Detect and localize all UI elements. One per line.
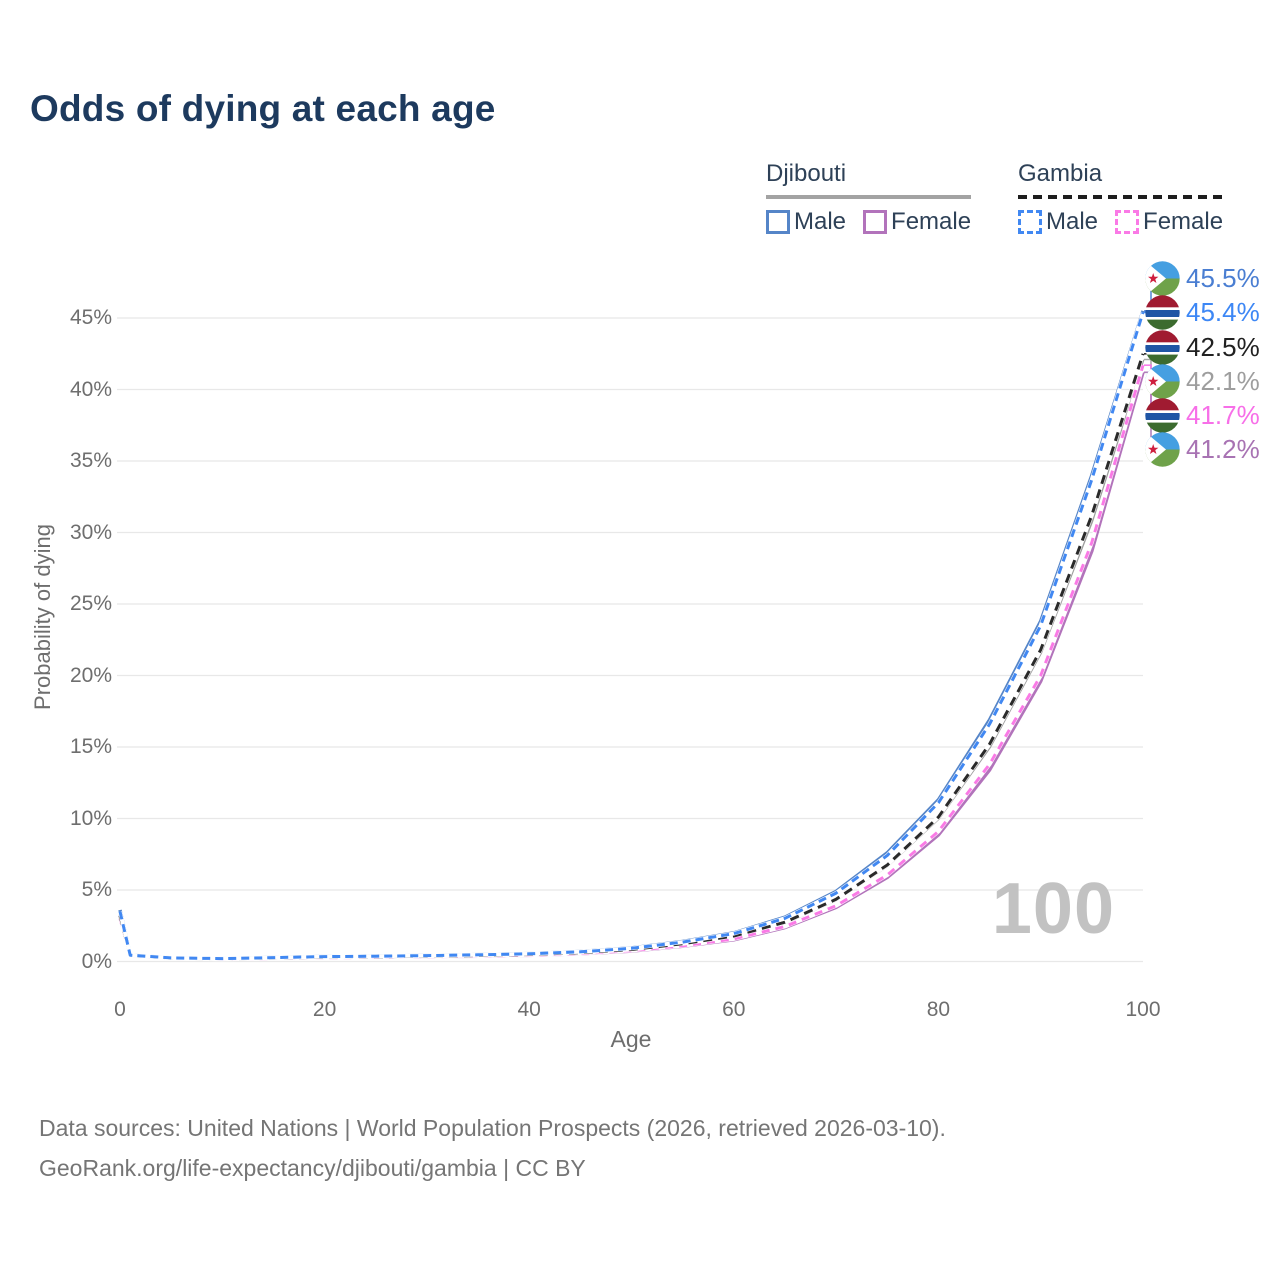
x-tick-label: 60 xyxy=(722,998,746,1021)
legend-gambia-line-sample xyxy=(1018,195,1224,199)
age-counter-watermark: 100 xyxy=(991,869,1115,949)
footer: Data sources: United Nations | World Pop… xyxy=(39,1108,946,1188)
series-underlay-gambia-male xyxy=(118,311,1145,961)
end-value-gambia-total: 42.5% xyxy=(1186,331,1260,362)
y-tick-label: 35% xyxy=(69,449,112,472)
series-line-djibouti-male[interactable] xyxy=(118,310,1145,961)
gambia-flag-icon xyxy=(1145,329,1180,365)
end-label-gambia-total[interactable]: 42.5% xyxy=(1145,329,1260,365)
legend-swatch-djibouti-male[interactable] xyxy=(766,210,790,234)
end-label-djibouti-total[interactable]: 42.1% xyxy=(1145,363,1260,399)
legend-djibouti-line-sample xyxy=(766,195,972,199)
djibouti-flag-icon xyxy=(1145,431,1180,467)
end-value-djibouti-total: 42.1% xyxy=(1186,365,1260,396)
gambia-flag-icon xyxy=(1145,294,1180,330)
legend-swatch-gambia-male[interactable] xyxy=(1018,210,1042,234)
x-tick-label: 100 xyxy=(1125,998,1161,1021)
legend-group-djibouti: Djibouti Male Female xyxy=(766,160,972,236)
y-tick-label: 15% xyxy=(69,735,112,758)
legend-swatch-gambia-female[interactable] xyxy=(1115,210,1140,234)
x-tick-label: 20 xyxy=(312,998,337,1021)
djibouti-flag-icon xyxy=(1145,363,1180,399)
end-value-djibouti-male: 45.5% xyxy=(1186,262,1260,293)
y-tick-label: 25% xyxy=(69,592,112,615)
legend-group-gambia: Gambia Male Female xyxy=(1018,160,1224,236)
y-tick-label: 20% xyxy=(69,663,112,687)
series-line-gambia-male[interactable] xyxy=(118,311,1145,961)
x-tick-label: 40 xyxy=(517,998,541,1021)
y-tick-label: 5% xyxy=(81,878,112,901)
legend-swatch-djibouti-female[interactable] xyxy=(863,210,888,234)
end-value-gambia-male: 45.4% xyxy=(1186,296,1260,327)
legend-label-djibouti-female[interactable]: Female xyxy=(891,208,972,235)
gambia-flag-icon xyxy=(1145,397,1180,433)
end-value-gambia-female: 41.7% xyxy=(1186,399,1260,430)
y-tick-label: 40% xyxy=(69,377,112,401)
x-tick-label: 80 xyxy=(926,998,951,1021)
chart-title: Odds of dying at each age xyxy=(30,88,496,129)
legend-gambia-title[interactable]: Gambia xyxy=(1018,160,1103,187)
y-tick-label: 30% xyxy=(69,520,112,544)
x-tick-label: 0 xyxy=(114,998,126,1021)
legend-label-djibouti-male[interactable]: Male xyxy=(794,208,847,235)
end-label-gambia-male[interactable]: 45.4% xyxy=(1145,294,1260,330)
end-label-gambia-female[interactable]: 41.7% xyxy=(1145,397,1260,433)
y-tick-label: 10% xyxy=(69,806,112,830)
end-value-djibouti-female: 41.2% xyxy=(1186,433,1260,464)
y-tick-label: 0% xyxy=(81,949,112,973)
legend-label-gambia-male[interactable]: Male xyxy=(1046,208,1099,235)
y-tick-label: 45% xyxy=(69,306,112,329)
data-sources-line: Data sources: United Nations | World Pop… xyxy=(39,1115,946,1141)
end-label-djibouti-female[interactable]: 41.2% xyxy=(1145,431,1260,467)
djibouti-flag-icon xyxy=(1145,260,1180,296)
x-axis-title: Age xyxy=(610,1026,652,1052)
legend-label-gambia-female[interactable]: Female xyxy=(1143,208,1224,235)
attribution-line: GeoRank.org/life-expectancy/djibouti/gam… xyxy=(39,1155,586,1181)
legend-djibouti-title[interactable]: Djibouti xyxy=(766,160,847,187)
end-label-djibouti-male[interactable]: 45.5% xyxy=(1145,260,1260,296)
